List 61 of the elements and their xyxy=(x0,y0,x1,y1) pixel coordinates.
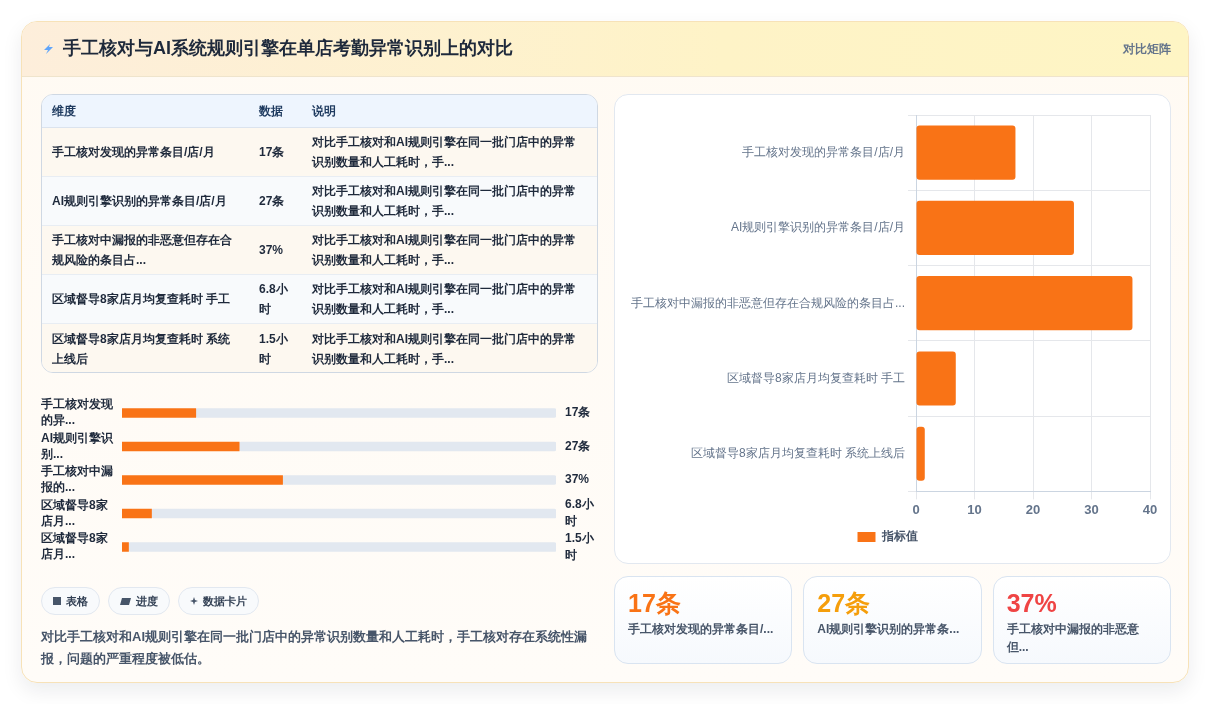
y-tick-label: 区域督导8家店月均复查耗时 系统上线后 xyxy=(690,446,905,461)
text: 手工核对与AI系统规则引擎在单店考勤异常识别上的对比 xyxy=(63,37,513,59)
text: 对比手工核对和AI规则引擎在同一批门店中的异常识别数量和人工耗时，手... xyxy=(302,324,597,373)
bar xyxy=(128,542,556,552)
text: 数据卡片 xyxy=(203,593,247,609)
text: 对比手工核对和AI规则引擎在同一批门店中的异常识别数量和人工耗时，手... xyxy=(302,226,597,275)
text: 表格 xyxy=(66,593,88,609)
category-label: 手工核对发现的异常条目/... xyxy=(628,621,775,638)
data-label: 17条 xyxy=(565,405,591,420)
y-tick-label: 区域督导8家店月均复查耗时 手工 xyxy=(726,370,905,385)
text: 17条 xyxy=(259,145,285,159)
text: 进度 xyxy=(136,593,158,609)
y-tick-label: 手工核对发现的异... xyxy=(40,397,114,428)
bar xyxy=(122,542,129,552)
x-tick-label: 0 xyxy=(912,501,920,517)
text: 6.8小时 xyxy=(259,282,288,316)
bar xyxy=(151,508,556,519)
bar xyxy=(916,276,1133,331)
data-label: 27条 xyxy=(565,438,591,453)
text: 1.5小时 xyxy=(259,331,288,366)
text: 对比手工核对和AI规则引擎在同一批门店中的异常识别数量和人工耗时，手... xyxy=(302,177,597,226)
bar xyxy=(122,408,197,418)
data-label: 1.5小时 xyxy=(565,530,595,562)
y-tick-label: 手工核对中漏报的非恶意但存在合规风险的条目占... xyxy=(630,295,905,310)
bar xyxy=(238,441,556,452)
y-tick-label: AI规则引擎识别的异常条目/店/月 xyxy=(730,220,905,235)
bar xyxy=(282,475,556,485)
text: 维度 xyxy=(42,95,249,128)
text: 27条 xyxy=(259,194,285,208)
x-tick-label: 40 xyxy=(1142,501,1158,517)
y-tick-label: 手工核对中漏报的... xyxy=(40,464,113,495)
bar xyxy=(916,125,1016,180)
y-tick-label: 手工核对发现的异常条目/店/月 xyxy=(742,144,905,159)
text: 37% xyxy=(1006,589,1057,617)
y-tick-label: 区域督导8家店月... xyxy=(40,531,108,562)
x-tick-label: 30 xyxy=(1084,501,1099,517)
bar xyxy=(916,426,925,481)
bar xyxy=(916,351,956,406)
bar xyxy=(122,475,283,485)
x-tick-label: 10 xyxy=(967,501,982,517)
bar xyxy=(195,408,556,418)
y-tick-label: AI规则引擎识别... xyxy=(40,430,114,461)
legend-label: 指标值 xyxy=(880,529,918,544)
bar xyxy=(916,200,1074,256)
x-tick-label: 20 xyxy=(1025,501,1041,517)
text: 数据 xyxy=(249,95,302,128)
bar xyxy=(122,441,240,452)
text: 对比手工核对和AI规则引擎在同一批门店中的异常识别数量和人工耗时，手工核对存在系统性漏报，问题的严重程度被低估。 xyxy=(41,628,588,668)
category-label: AI规则引擎识别的异常条... xyxy=(817,621,961,638)
text: 说明 xyxy=(302,95,597,128)
chart-subtitle: 对比矩阵 xyxy=(1123,41,1171,57)
text: 对比手工核对和AI规则引擎在同一批门店中的异常识别数量和人工耗时，手... xyxy=(302,275,597,324)
category-label: 手工核对中漏报的非恶意但... xyxy=(1006,621,1140,656)
text: 27条 xyxy=(817,589,871,617)
y-tick-label: 区域督导8家店月... xyxy=(40,497,108,528)
data-label: 6.8小时 xyxy=(565,497,595,529)
data-label: 37% xyxy=(565,472,590,487)
text: 17条 xyxy=(628,589,681,617)
text: 37% xyxy=(259,243,284,257)
bar xyxy=(122,508,152,519)
text: 对比手工核对和AI规则引擎在同一批门店中的异常识别数量和人工耗时，手... xyxy=(302,128,597,177)
